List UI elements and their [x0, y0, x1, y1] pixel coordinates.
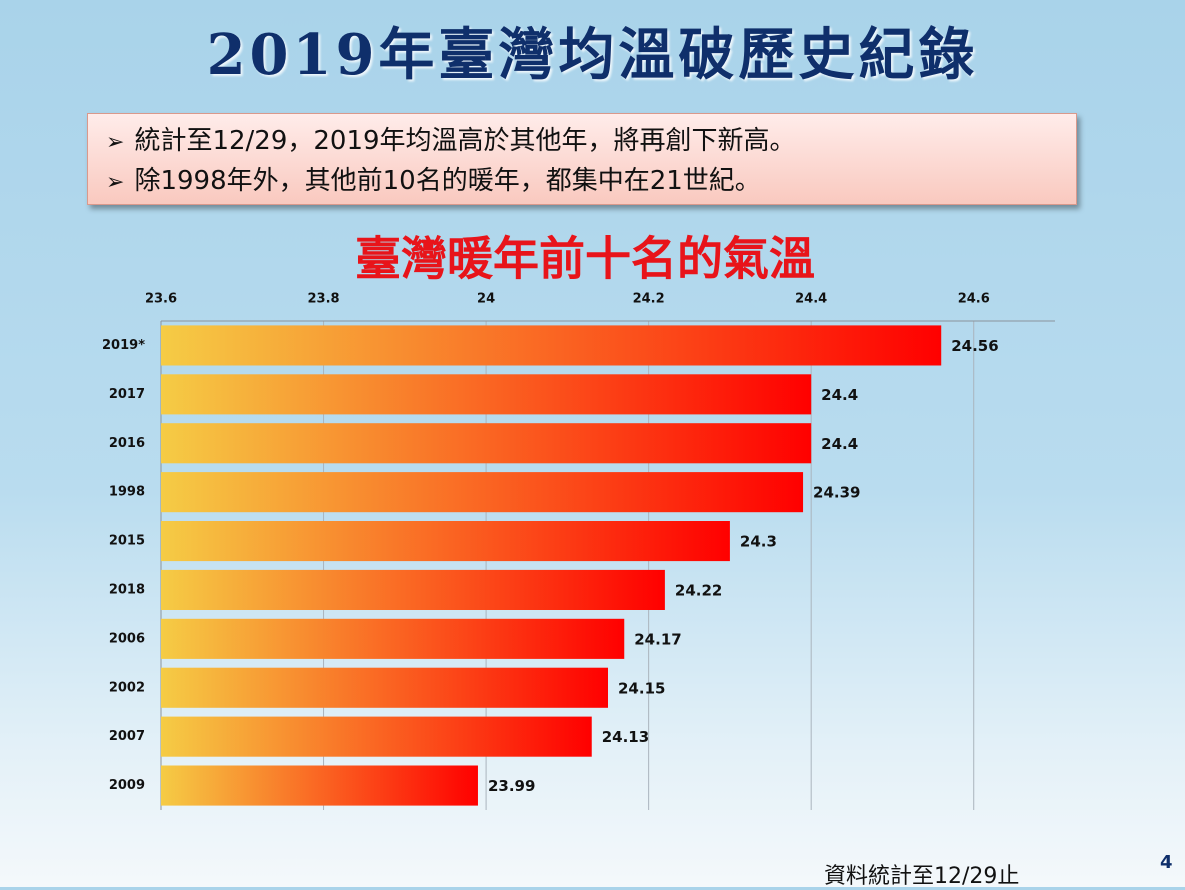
- x-tick-label: 23.6: [145, 292, 177, 307]
- slide-title: 2019年臺灣均溫破歷史紀錄: [206, 22, 979, 88]
- y-tick-label: 2002: [109, 680, 145, 695]
- chart: 臺灣暖年前十名的氣溫 23.6 23.8 24 24.2 24.4 24.6 2019* 24…: [102, 232, 1055, 810]
- y-tick-label: 2007: [109, 729, 145, 744]
- x-tick-label: 23.8: [308, 292, 340, 307]
- value-label: 24.15: [618, 679, 665, 697]
- y-tick-label: 2006: [109, 631, 145, 646]
- page-number: 4: [1160, 852, 1173, 873]
- value-label: 24.3: [740, 533, 777, 551]
- value-label: 24.39: [813, 484, 860, 502]
- bar: [161, 423, 812, 464]
- x-tick-label: 24: [477, 292, 495, 307]
- bar: [161, 569, 665, 610]
- value-label: 24.13: [602, 728, 649, 746]
- bar: [161, 472, 804, 513]
- x-tick-label: 24.4: [795, 292, 827, 307]
- y-tick-label: 2016: [109, 436, 145, 451]
- y-tick-label: 2015: [109, 534, 145, 549]
- y-tick-label: 2018: [109, 582, 145, 597]
- y-tick-label: 1998: [109, 485, 145, 500]
- value-label: 24.17: [634, 630, 681, 648]
- y-tick-label: 2019*: [102, 338, 145, 353]
- value-label: 24.22: [675, 581, 722, 599]
- y-tick-label: 2009: [109, 778, 145, 793]
- bar: [161, 667, 608, 708]
- y-tick-label: 2017: [109, 387, 145, 402]
- x-tick-label: 24.2: [633, 292, 665, 307]
- chart-title: 臺灣暖年前十名的氣溫: [355, 232, 815, 286]
- value-label: 24.4: [821, 435, 858, 453]
- bullet: 除1998年外，其他前10名的暖年，都集中在21世紀。: [106, 162, 1076, 202]
- footnote: 資料統計至12/29止: [824, 864, 1020, 889]
- bar: [161, 765, 478, 806]
- bar: [161, 716, 592, 757]
- bar: [161, 521, 730, 562]
- bar: [161, 618, 625, 659]
- bar: [161, 325, 942, 366]
- bullet: 統計至12/29，2019年均溫高於其他年，將再創下新高。: [106, 122, 1076, 162]
- value-label: 24.56: [951, 337, 998, 355]
- bar: [161, 374, 812, 415]
- value-label: 24.4: [821, 386, 858, 404]
- x-tick-label: 24.6: [958, 292, 990, 307]
- value-label: 23.99: [488, 777, 535, 795]
- bullet-box: 統計至12/29，2019年均溫高於其他年，將再創下新高。 除1998年外，其他…: [87, 113, 1077, 205]
